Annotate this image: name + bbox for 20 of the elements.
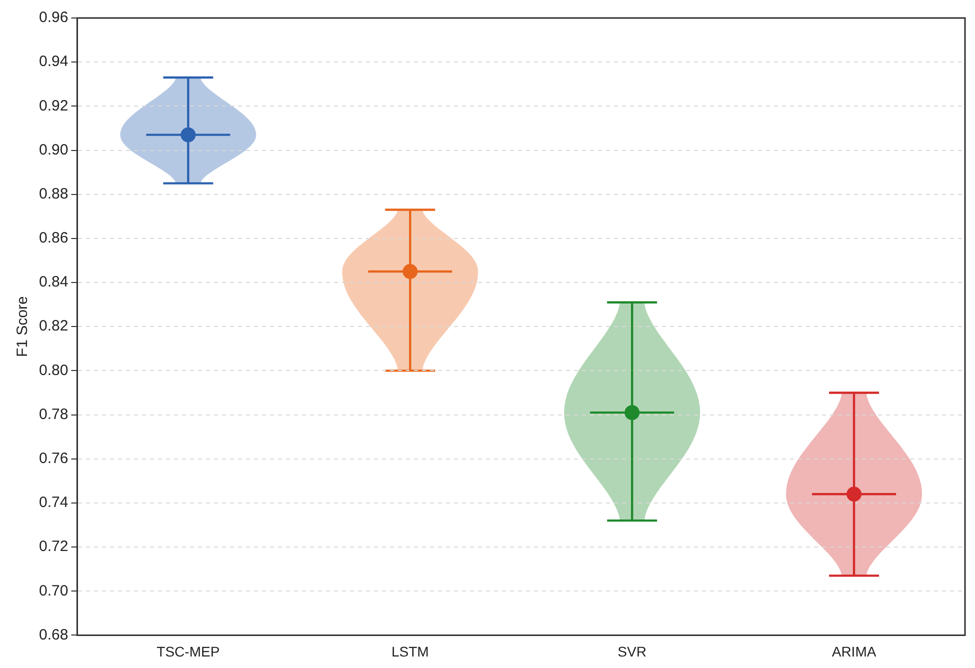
- y-tick-label: 0.94: [38, 53, 68, 70]
- y-tick-label: 0.96: [38, 9, 68, 26]
- y-tick-label: 0.90: [38, 141, 68, 158]
- y-tick-label: 0.80: [38, 362, 68, 379]
- y-tick-label: 0.72: [38, 538, 68, 556]
- y-axis-title: F1 Score: [14, 296, 32, 358]
- y-tick-label: 0.78: [38, 406, 68, 423]
- y-tick-label: 0.86: [38, 230, 68, 247]
- y-tick-label: 0.74: [38, 494, 68, 512]
- y-tick-label: 0.88: [38, 185, 68, 202]
- x-tick-label: TSC-MEP: [156, 643, 220, 660]
- y-tick-label: 0.84: [38, 274, 68, 291]
- x-tick-label: LSTM: [391, 643, 429, 660]
- x-tick-label: ARIMA: [832, 643, 877, 660]
- x-tick-label: SVR: [618, 643, 646, 660]
- y-tick-label: 0.70: [38, 582, 68, 600]
- y-tick-label: 0.68: [38, 626, 68, 644]
- y-tick-label: 0.76: [38, 450, 68, 467]
- y-tick-label: 0.82: [38, 318, 68, 335]
- y-tick-label: 0.92: [38, 97, 68, 114]
